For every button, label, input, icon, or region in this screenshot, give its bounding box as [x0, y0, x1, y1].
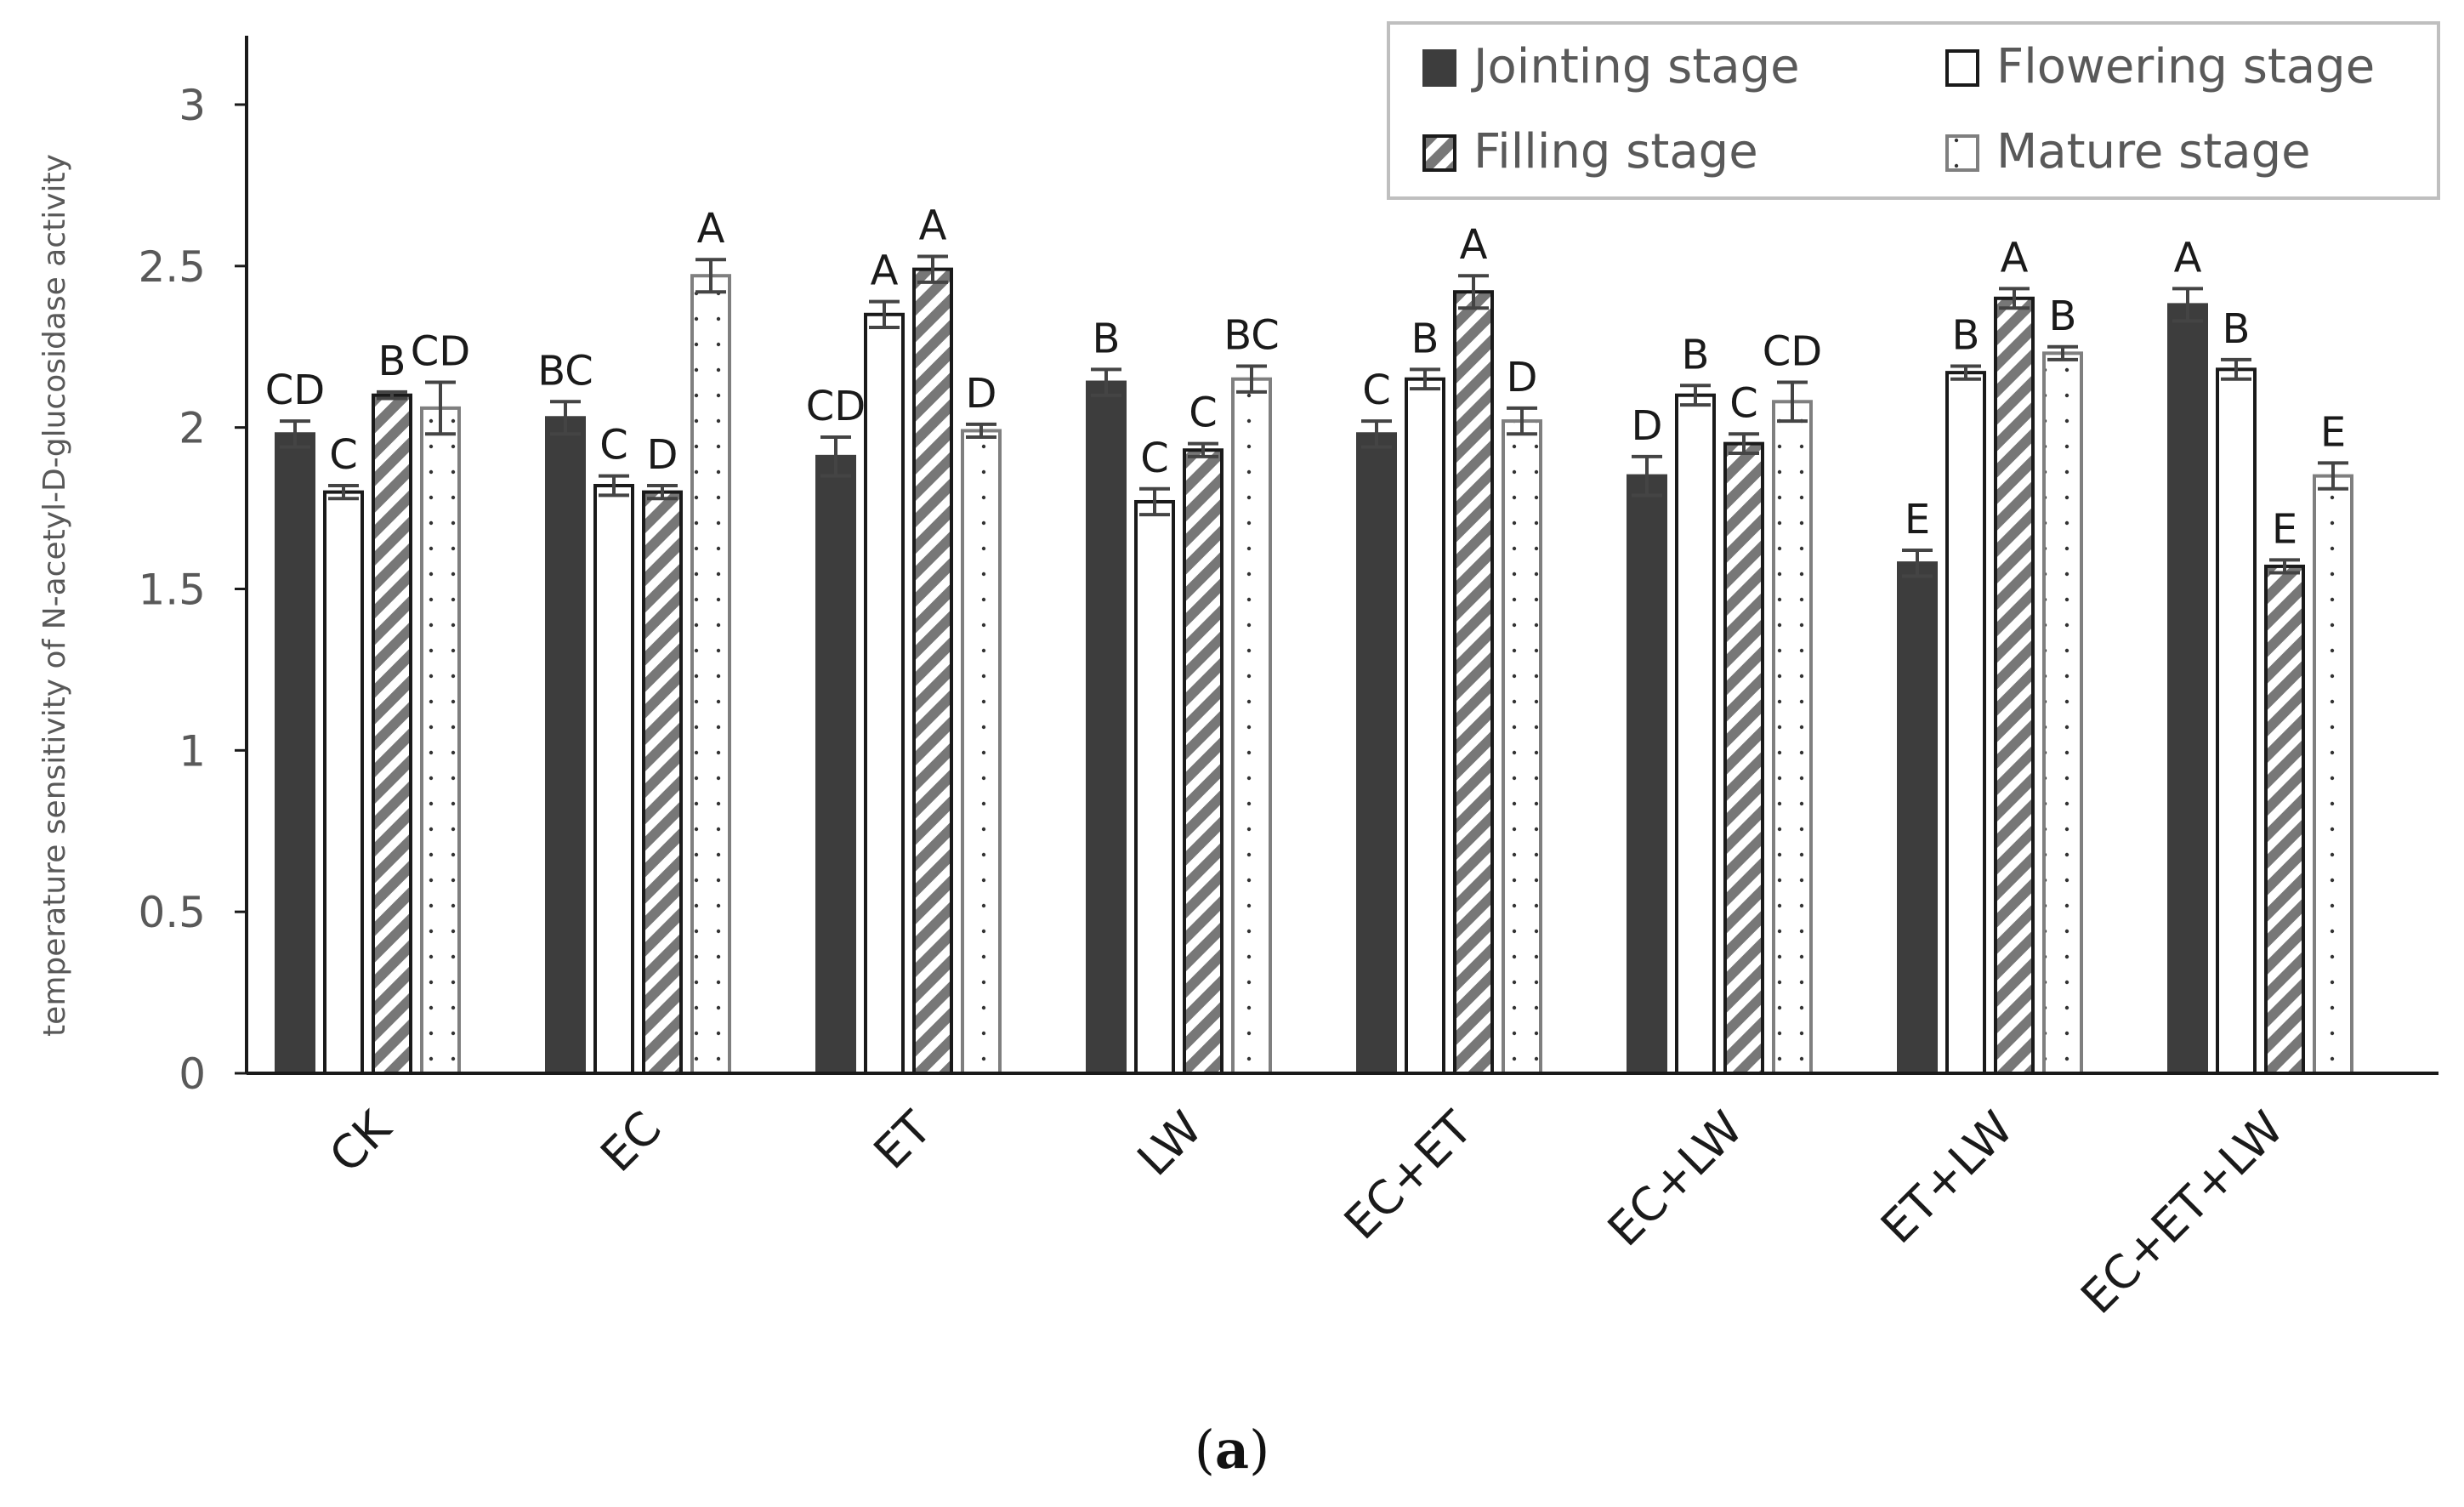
significance-label: D: [647, 431, 678, 479]
bar-jointing-stage-ec: [545, 416, 586, 1075]
significance-label: CD: [1763, 328, 1822, 376]
bar-jointing-stage-ec-et-lw: [2167, 303, 2208, 1076]
legend-swatch-filling-stage: [1422, 134, 1456, 172]
bar-filling-stage-ec-et: [1453, 290, 1494, 1075]
figure-caption: (a): [1194, 1419, 1270, 1481]
x-category-label: ET+LW: [1871, 1101, 2024, 1254]
significance-label: C: [599, 422, 628, 469]
bar-flowering-stage-ec-lw: [1675, 393, 1716, 1075]
bar-filling-stage-lw: [1183, 448, 1223, 1075]
x-category-label: EC: [590, 1101, 671, 1182]
y-tick-label: 3: [179, 81, 206, 130]
x-category-label: LW: [1127, 1101, 1212, 1186]
bar-filling-stage-et-lw: [1994, 296, 2035, 1075]
significance-label: BC: [537, 347, 593, 395]
significance-label: A: [1460, 221, 1488, 269]
significance-label: A: [919, 202, 947, 249]
significance-label: D: [1507, 354, 1538, 401]
significance-label: E: [2320, 408, 2346, 456]
bar-flowering-stage-et: [864, 312, 905, 1075]
x-category-label: EC+ET+LW: [2070, 1101, 2293, 1324]
significance-label: C: [329, 431, 358, 479]
legend-swatch-flowering-stage: [1945, 49, 1979, 87]
bar-mature-stage-et: [961, 429, 1002, 1076]
significance-label: C: [1189, 390, 1218, 437]
bar-filling-stage-et: [912, 267, 953, 1075]
x-category-label: CK: [319, 1100, 401, 1183]
significance-label: C: [1362, 367, 1391, 414]
significance-label: C: [1140, 435, 1169, 482]
significance-label: B: [1682, 331, 1710, 378]
significance-label: E: [1905, 496, 1930, 543]
bar-jointing-stage-ec-et: [1356, 432, 1397, 1075]
significance-label: B: [1093, 315, 1121, 362]
y-tick-label: 1: [179, 726, 206, 776]
bar-flowering-stage-ec-et: [1405, 377, 1445, 1075]
significance-label: BC: [1223, 312, 1280, 360]
significance-label: B: [2223, 305, 2251, 353]
bar-jointing-stage-lw: [1086, 380, 1127, 1076]
significance-label: B: [1411, 315, 1439, 362]
legend: Jointing stage Flowering stage Filling sta…: [1387, 21, 2440, 200]
bar-mature-stage-lw: [1231, 377, 1272, 1075]
significance-label: CD: [411, 328, 470, 376]
y-tick-label: 2.5: [138, 242, 206, 292]
bar-flowering-stage-ck: [323, 490, 364, 1075]
bar-filling-stage-ec-lw: [1723, 441, 1764, 1075]
bar-mature-stage-ec-et-lw: [2313, 474, 2353, 1075]
significance-label: A: [2001, 234, 2029, 281]
bar-mature-stage-ec-lw: [1772, 400, 1813, 1075]
legend-label: Filling stage: [1473, 124, 1758, 179]
bar-mature-stage-ck: [420, 406, 461, 1075]
significance-label: A: [697, 205, 725, 253]
y-tick-label: 2: [179, 404, 206, 453]
bar-filling-stage-ec: [642, 490, 683, 1075]
significance-label: E: [2272, 505, 2297, 553]
y-tick-label: 0.5: [138, 888, 206, 937]
bar-flowering-stage-ec-et-lw: [2216, 367, 2257, 1075]
legend-swatch-mature-stage: [1945, 134, 1979, 172]
significance-label: CD: [806, 383, 866, 430]
significance-label: C: [1729, 379, 1758, 427]
legend-label: Mature stage: [1996, 124, 2311, 179]
x-category-label: EC+ET: [1334, 1100, 1483, 1249]
legend-label: Jointing stage: [1471, 39, 1800, 94]
significance-label: B: [378, 338, 406, 385]
significance-label: D: [966, 370, 997, 418]
significance-label: B: [2049, 293, 2077, 340]
bar-flowering-stage-ec: [593, 484, 634, 1075]
legend-label: Flowering stage: [1996, 39, 2375, 94]
legend-swatch-jointing-stage: [1422, 49, 1456, 87]
caption-letter: a: [1214, 1419, 1250, 1481]
significance-label: D: [1632, 402, 1663, 450]
bar-flowering-stage-lw: [1134, 499, 1175, 1075]
x-category-label: EC+LW: [1598, 1101, 1753, 1257]
bar-jointing-stage-ck: [275, 432, 315, 1075]
bar-jointing-stage-ec-lw: [1627, 474, 1667, 1075]
significance-label: CD: [265, 367, 325, 414]
legend-box: [1387, 21, 2440, 200]
y-tick-label: 1.5: [138, 566, 206, 615]
bar-filling-stage-ck: [372, 393, 412, 1075]
bar-mature-stage-ec: [690, 274, 731, 1075]
bar-flowering-stage-et-lw: [1945, 371, 1986, 1075]
bar-jointing-stage-et: [815, 454, 856, 1075]
significance-label: A: [871, 247, 899, 295]
x-category-label: ET: [864, 1100, 943, 1180]
y-axis-title: temperature sensitivity of N-acetyl-D-gl…: [37, 154, 72, 1037]
y-tick-label: 0: [179, 1049, 206, 1099]
significance-label: B: [1952, 312, 1980, 360]
bar-mature-stage-et-lw: [2042, 351, 2083, 1075]
bar-jointing-stage-et-lw: [1897, 561, 1938, 1075]
bar-mature-stage-ec-et: [1502, 419, 1542, 1076]
bar-filling-stage-ec-et-lw: [2264, 564, 2305, 1075]
significance-label: A: [2174, 234, 2202, 281]
